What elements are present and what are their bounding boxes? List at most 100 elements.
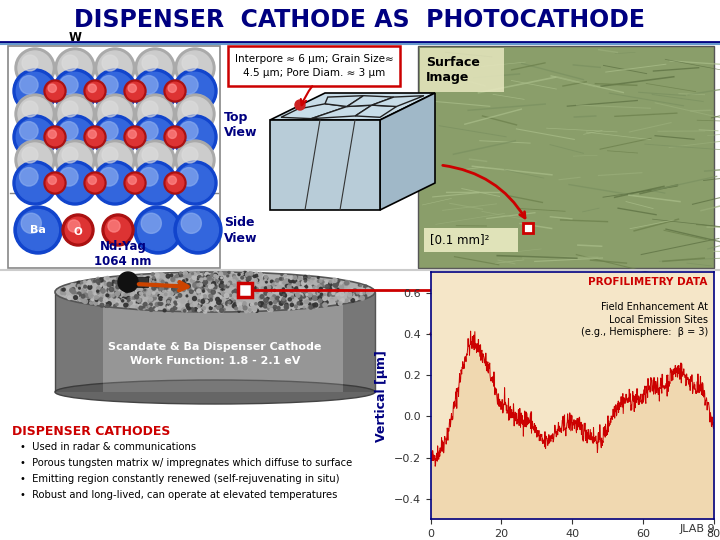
Circle shape — [171, 278, 175, 281]
Text: Scandate & Ba Dispenser Cathode
Work Function: 1.8 - 2.1 eV: Scandate & Ba Dispenser Cathode Work Fun… — [108, 342, 322, 366]
Circle shape — [118, 285, 122, 288]
Circle shape — [204, 289, 207, 291]
Circle shape — [211, 303, 214, 306]
Circle shape — [166, 299, 171, 303]
Circle shape — [282, 299, 285, 303]
Circle shape — [264, 279, 266, 281]
Circle shape — [238, 291, 240, 294]
Circle shape — [141, 295, 143, 297]
Circle shape — [173, 285, 176, 289]
Bar — [523, 223, 533, 233]
Circle shape — [238, 281, 240, 284]
Circle shape — [244, 273, 246, 274]
Circle shape — [148, 290, 152, 294]
FancyBboxPatch shape — [0, 0, 720, 42]
Circle shape — [298, 277, 302, 280]
Circle shape — [323, 303, 328, 307]
Circle shape — [87, 294, 91, 299]
Circle shape — [221, 281, 223, 284]
Circle shape — [131, 300, 135, 304]
Circle shape — [66, 217, 91, 243]
Circle shape — [312, 296, 317, 300]
Circle shape — [280, 303, 282, 305]
Circle shape — [120, 292, 122, 295]
Circle shape — [324, 294, 325, 295]
Circle shape — [273, 305, 276, 309]
Circle shape — [364, 285, 368, 289]
Circle shape — [281, 274, 282, 275]
Circle shape — [132, 282, 134, 284]
Circle shape — [221, 277, 222, 279]
Circle shape — [175, 94, 215, 134]
Circle shape — [285, 298, 287, 301]
Circle shape — [220, 299, 224, 302]
Circle shape — [62, 101, 78, 117]
Circle shape — [306, 294, 307, 295]
Circle shape — [15, 140, 55, 180]
Circle shape — [120, 283, 125, 287]
Circle shape — [102, 101, 118, 117]
Circle shape — [235, 288, 238, 291]
Circle shape — [297, 281, 300, 285]
Circle shape — [202, 296, 205, 299]
Circle shape — [328, 287, 332, 291]
Circle shape — [102, 147, 118, 163]
Circle shape — [100, 286, 102, 288]
Circle shape — [335, 282, 338, 286]
Circle shape — [325, 287, 328, 289]
Circle shape — [153, 292, 155, 294]
Circle shape — [282, 292, 285, 294]
Circle shape — [127, 288, 131, 292]
Circle shape — [213, 285, 217, 289]
Circle shape — [182, 147, 198, 163]
Circle shape — [288, 282, 292, 285]
Circle shape — [130, 302, 132, 305]
Circle shape — [183, 280, 185, 282]
FancyBboxPatch shape — [183, 292, 199, 392]
Circle shape — [207, 275, 210, 279]
Circle shape — [219, 276, 222, 280]
Circle shape — [203, 295, 207, 298]
Circle shape — [237, 306, 241, 310]
Circle shape — [94, 301, 97, 305]
Circle shape — [124, 293, 127, 296]
Circle shape — [122, 300, 124, 302]
Circle shape — [298, 295, 302, 299]
Circle shape — [148, 292, 150, 294]
Circle shape — [82, 299, 86, 302]
Circle shape — [100, 303, 104, 307]
Circle shape — [58, 143, 92, 177]
Circle shape — [194, 275, 198, 280]
Circle shape — [114, 305, 117, 307]
Circle shape — [142, 55, 158, 71]
Circle shape — [186, 284, 190, 288]
Circle shape — [89, 301, 91, 304]
Circle shape — [132, 297, 135, 300]
Circle shape — [310, 280, 312, 283]
Circle shape — [107, 294, 109, 296]
Circle shape — [134, 206, 182, 254]
Circle shape — [191, 290, 193, 292]
Circle shape — [88, 281, 91, 285]
Circle shape — [197, 287, 199, 289]
Circle shape — [248, 276, 251, 280]
Circle shape — [102, 298, 104, 301]
Circle shape — [189, 310, 191, 312]
Circle shape — [279, 278, 282, 280]
Circle shape — [289, 286, 293, 290]
Circle shape — [274, 289, 277, 293]
Circle shape — [255, 287, 258, 291]
Circle shape — [240, 284, 243, 286]
Circle shape — [285, 284, 289, 288]
Circle shape — [323, 280, 328, 284]
Circle shape — [136, 164, 174, 202]
Circle shape — [270, 308, 273, 312]
Circle shape — [126, 128, 144, 146]
Circle shape — [284, 279, 289, 283]
Circle shape — [173, 69, 217, 113]
Circle shape — [100, 299, 104, 302]
Circle shape — [306, 293, 309, 296]
Circle shape — [238, 296, 242, 300]
Circle shape — [204, 282, 206, 284]
Circle shape — [268, 308, 271, 312]
